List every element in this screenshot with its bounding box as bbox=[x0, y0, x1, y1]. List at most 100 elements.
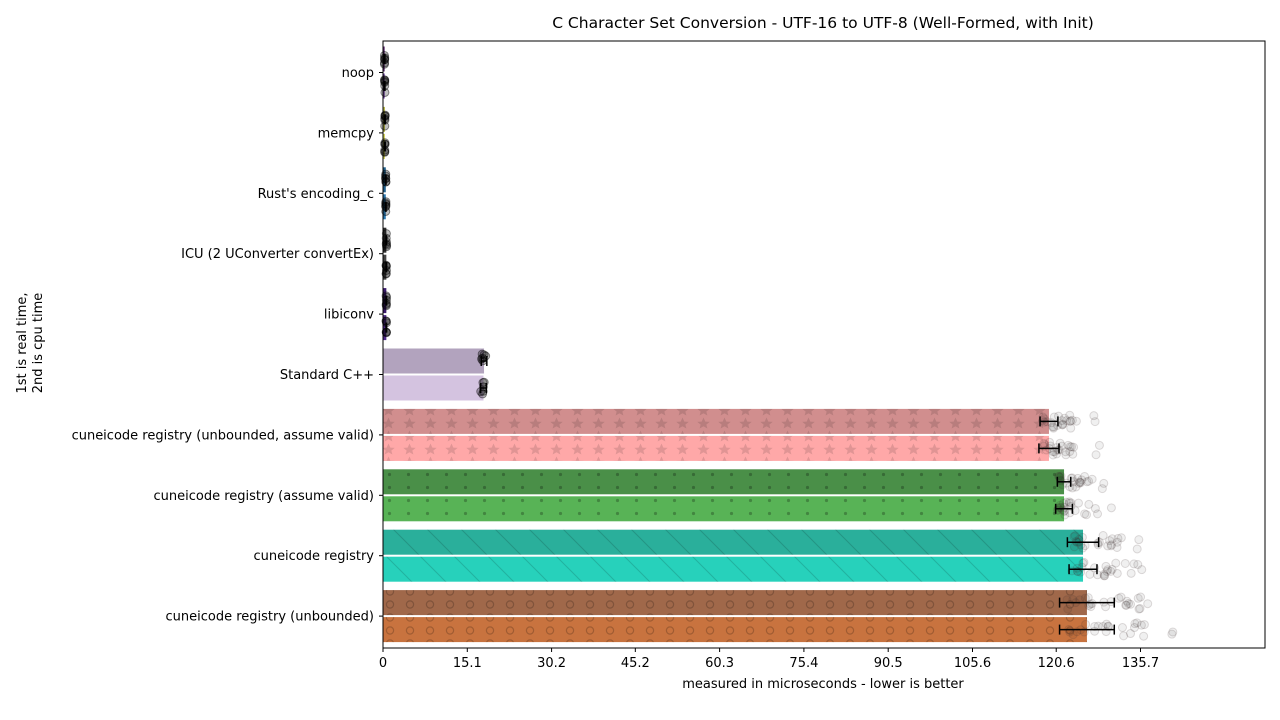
sample-point bbox=[1130, 623, 1140, 633]
bar-hatch-real bbox=[383, 590, 1087, 616]
sample-point bbox=[1057, 480, 1067, 490]
sample-point bbox=[1130, 619, 1140, 629]
sample-point bbox=[1079, 557, 1089, 567]
sample-point bbox=[1133, 560, 1143, 570]
sample-point bbox=[1074, 534, 1084, 544]
bar-real bbox=[383, 288, 387, 314]
sample-point bbox=[1069, 542, 1079, 552]
sample-point bbox=[1102, 566, 1112, 576]
sample-point bbox=[1064, 497, 1074, 507]
sample-point bbox=[1077, 562, 1087, 572]
sample-point bbox=[1048, 447, 1058, 457]
sample-point bbox=[1120, 558, 1130, 568]
bar-hatch-real bbox=[383, 529, 1084, 555]
sample-point bbox=[1129, 559, 1139, 569]
x-tick-label: 45.2 bbox=[621, 656, 650, 671]
sample-point bbox=[1049, 412, 1059, 422]
bar-hatch-cpu bbox=[383, 556, 1084, 582]
x-tick-label: 15.1 bbox=[453, 656, 482, 671]
sample-point bbox=[1065, 416, 1075, 426]
sample-point bbox=[1067, 415, 1077, 425]
sample-point bbox=[1049, 422, 1059, 432]
sample-point bbox=[1063, 440, 1073, 450]
sample-point bbox=[1080, 509, 1090, 519]
sample-point bbox=[1078, 543, 1088, 553]
sample-point bbox=[1134, 604, 1144, 614]
sample-point bbox=[1048, 450, 1058, 460]
sample-point bbox=[1057, 441, 1067, 451]
sample-point bbox=[1069, 532, 1079, 542]
sample-point bbox=[1065, 416, 1075, 426]
bar-real bbox=[383, 227, 387, 253]
sample-point bbox=[1062, 416, 1072, 426]
sample-point bbox=[1106, 541, 1116, 551]
sample-point bbox=[1072, 563, 1082, 573]
y-tick-label: Rust's encoding_c bbox=[258, 187, 374, 202]
y-axis-label-line-1: 1st is real time, bbox=[15, 292, 30, 393]
sample-point bbox=[1081, 510, 1091, 520]
sample-point bbox=[1112, 568, 1122, 578]
sample-point bbox=[1143, 599, 1153, 609]
sample-point bbox=[1065, 410, 1075, 420]
sample-point bbox=[1139, 631, 1149, 641]
sample-point bbox=[1089, 411, 1099, 421]
sample-point bbox=[1106, 566, 1116, 576]
sample-point bbox=[1098, 621, 1108, 631]
sample-point bbox=[1139, 620, 1149, 630]
sample-point bbox=[1135, 604, 1145, 614]
sample-point bbox=[1134, 535, 1144, 545]
sample-point bbox=[1065, 482, 1075, 492]
sample-point bbox=[1093, 509, 1103, 519]
sample-point bbox=[1136, 620, 1146, 630]
sample-point bbox=[1077, 532, 1087, 542]
plot-frame bbox=[382, 40, 1266, 649]
sample-point bbox=[1121, 600, 1131, 610]
sample-point bbox=[1056, 471, 1066, 481]
bar-hatch-cpu bbox=[383, 496, 1065, 522]
sample-point bbox=[1071, 416, 1081, 426]
sample-point bbox=[1117, 623, 1127, 633]
sample-point bbox=[1097, 484, 1107, 494]
bars-group bbox=[383, 46, 1087, 643]
sample-point bbox=[1068, 595, 1078, 605]
x-axis-ticks: 0 15.1 30.2 45.2 60.3 75.4 90.5 105.6 120.6 135.7 bbox=[379, 648, 1159, 671]
sample-point bbox=[1116, 592, 1126, 602]
chart-title: C Character Set Conversion - UTF-16 to U… bbox=[552, 14, 1094, 32]
y-tick-label: cuneicode registry bbox=[253, 549, 374, 564]
sample-point bbox=[1137, 565, 1147, 575]
sample-point bbox=[1067, 442, 1077, 452]
sample-point bbox=[1100, 571, 1110, 581]
y-tick-label: Standard C++ bbox=[280, 368, 374, 383]
sample-point bbox=[1084, 499, 1094, 509]
sample-point bbox=[1121, 600, 1131, 610]
sample-point bbox=[1080, 471, 1090, 481]
sample-point bbox=[1044, 437, 1054, 447]
y-tick-label: cuneicode registry (unbounded) bbox=[166, 610, 375, 625]
y-axis-label-line-2: 2nd is cpu time bbox=[31, 293, 46, 394]
sample-point bbox=[1077, 475, 1087, 485]
sample-point bbox=[1136, 592, 1146, 602]
sample-point bbox=[1168, 627, 1178, 637]
sample-point bbox=[1116, 533, 1126, 543]
sample-point bbox=[1106, 503, 1116, 513]
bar-hatch-cpu bbox=[383, 435, 1049, 461]
sample-point bbox=[1061, 497, 1071, 507]
y-tick-label: memcpy bbox=[318, 126, 375, 141]
bar-real bbox=[383, 167, 386, 193]
sample-point bbox=[1073, 498, 1083, 508]
x-tick-label: 75.4 bbox=[789, 656, 818, 671]
error-bars-group bbox=[383, 54, 1116, 635]
sample-point bbox=[1076, 478, 1086, 488]
sample-point bbox=[1105, 536, 1115, 546]
sample-point bbox=[1101, 627, 1111, 637]
sample-point bbox=[1056, 503, 1066, 513]
sample-point bbox=[1132, 544, 1142, 554]
y-tick-label: noop bbox=[342, 66, 374, 81]
sample-point bbox=[1076, 567, 1086, 577]
y-tick-label: cuneicode registry (assume valid) bbox=[153, 489, 374, 504]
y-tick-label: libiconv bbox=[324, 308, 374, 323]
sample-point bbox=[1059, 413, 1069, 423]
sample-point bbox=[478, 389, 488, 399]
y-tick-label: ICU (2 UConverter convertEx) bbox=[181, 247, 374, 262]
x-tick-label: 30.2 bbox=[537, 656, 566, 671]
